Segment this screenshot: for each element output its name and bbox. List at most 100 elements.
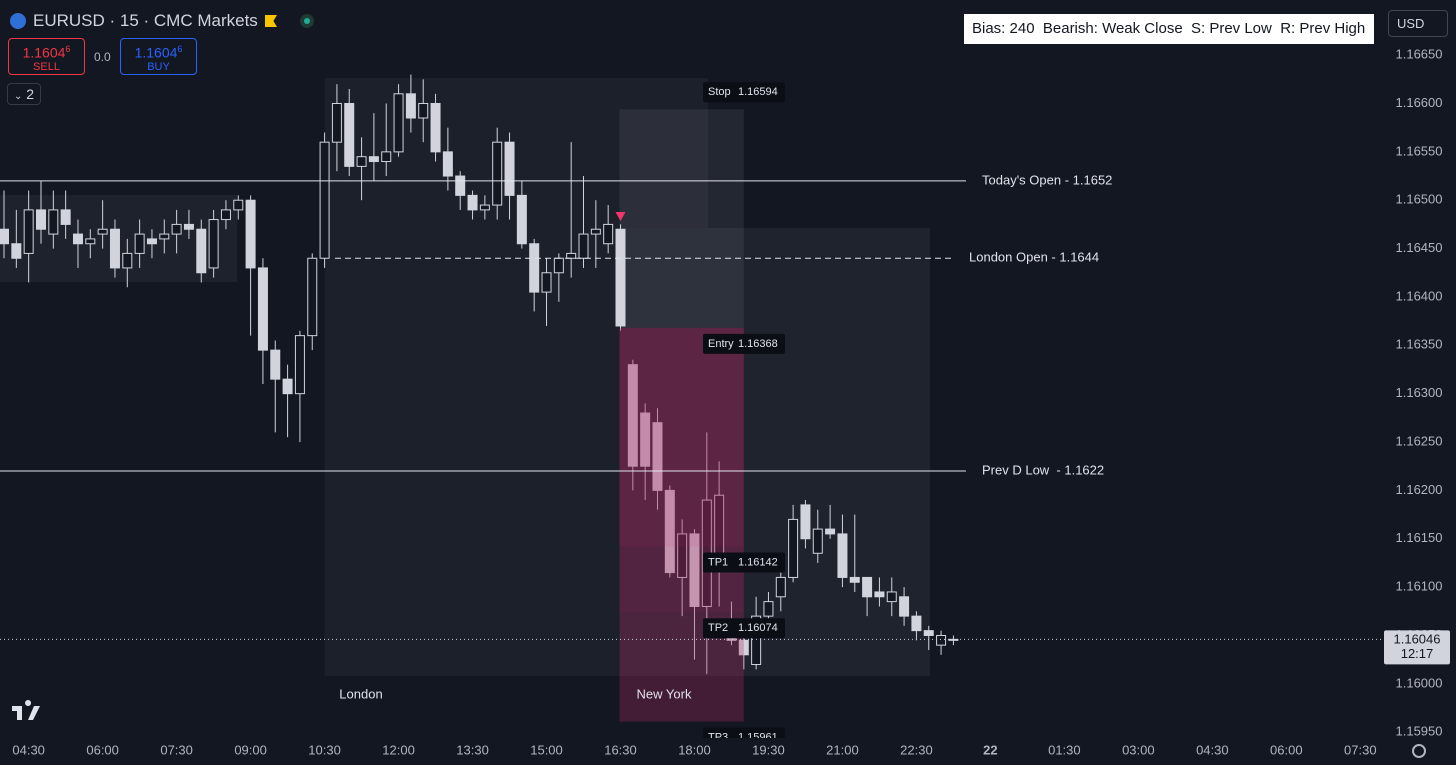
tv-logo [12,700,40,720]
candle-body [97,228,108,235]
symbol-title[interactable]: EURUSD · 15 · CMC Markets [33,11,258,30]
y-tick-label: 1.16450 [1396,240,1443,255]
x-tick-label: 10:30 [308,742,341,757]
candle-body [85,238,96,245]
candle-body [615,228,626,327]
candle-body [936,634,947,646]
y-tick-label: 1.16250 [1396,433,1443,448]
candle-body [442,151,453,177]
candle-body [775,576,786,598]
candle-body [344,102,355,167]
candle-body [788,518,799,578]
candle-body [763,601,774,617]
candle-body [183,223,194,230]
candle-body [467,194,478,211]
candle-body [849,576,860,583]
collapse-button[interactable]: ⌄ 2 [7,83,41,105]
sell-label: SELL [33,60,60,73]
candle-body [11,243,22,259]
position-label-name: Entry [708,338,734,350]
candle-body [911,615,922,632]
bias-box: Bias: 240 Bearish: Weak Close S: Prev Lo… [964,14,1374,44]
candle-body [23,209,34,254]
candle-body [677,533,688,578]
x-tick-label: 06:00 [86,742,119,757]
symbol-icon [10,13,26,29]
countdown-label: 12:17 [1401,646,1434,661]
x-tick-label: 01:30 [1048,742,1081,757]
session-label: New York [637,686,692,701]
candle-body [751,615,762,665]
currency-button[interactable]: USD [1388,10,1448,37]
x-tick-label: 21:00 [826,742,859,757]
candle-body [886,591,897,603]
candle-body [504,141,515,196]
x-tick-label: 13:30 [456,742,489,757]
candle-body [319,141,330,259]
y-tick-label: 1.16600 [1396,95,1443,110]
candle-body [245,199,256,269]
y-tick-label: 1.16500 [1396,192,1443,207]
x-tick-label: 09:00 [234,742,267,757]
target-zone [619,327,744,547]
sell-pip: 6 [65,44,71,54]
flag-icon[interactable] [265,15,277,27]
candle-body [270,349,281,380]
sell-price: 1.1604 [22,44,66,61]
last-price-tag [1384,630,1450,665]
candle-body [72,233,83,245]
x-tick-label: 15:00 [530,742,563,757]
candle-body [60,209,71,225]
buy-button[interactable]: 1.16046 BUY [120,38,197,75]
position-label-box [703,333,785,354]
position-label-value: 1.16368 [738,338,778,350]
settings-icon[interactable] [1412,744,1426,758]
candle-body [122,252,133,269]
y-tick-label: 1.16400 [1396,288,1443,303]
candle-body [603,223,614,245]
candle-body [196,228,207,274]
position-label-name: Stop [708,86,731,98]
x-tick-label: 06:00 [1270,742,1303,757]
candle-body [171,223,182,235]
position-label-value: 1.16074 [738,622,778,634]
candle-body [800,504,811,540]
x-tick-label: 03:00 [1122,742,1155,757]
collapse-count: 2 [26,86,35,102]
candle-body [331,102,342,143]
position-label-value: 1.16142 [738,556,778,568]
y-tick-label: 1.16350 [1396,337,1443,352]
position-label: Stop 1.16594 [703,82,785,103]
y-tick-label: 1.16550 [1396,143,1443,158]
level-label: London Open - 1.1644 [969,250,1099,265]
spread: 0.0 [94,50,111,64]
position-label-name: TP2 [708,622,728,634]
buy-label: BUY [147,60,170,73]
candle-body [578,233,589,259]
candle-body [48,209,59,235]
candle-body [257,267,268,351]
candle-body [640,412,651,467]
x-tick-label: 16:30 [604,742,637,757]
x-tick-label: 19:30 [752,742,785,757]
y-tick-label: 1.15950 [1396,724,1443,739]
candle-body [652,422,663,491]
y-tick-label: 1.16300 [1396,385,1443,400]
level-label: Prev D Low - 1.1622 [982,462,1104,477]
candle-body [356,156,367,167]
candle-body [368,156,379,163]
candle-body [282,378,293,395]
x-tick-label: 18:00 [678,742,711,757]
candle-body [307,257,318,337]
candle-body [862,576,873,598]
candle-body [529,243,540,293]
y-tick-label: 1.16000 [1396,675,1443,690]
candle-body [923,630,934,636]
candle-body [590,228,601,235]
position-label-value: 1.16594 [738,86,778,98]
sell-button[interactable]: 1.16046 SELL [8,38,85,75]
x-tick-label: 22:30 [900,742,933,757]
x-tick-label: 04:30 [1196,742,1229,757]
session-box [620,228,930,676]
candle-body [134,233,145,254]
